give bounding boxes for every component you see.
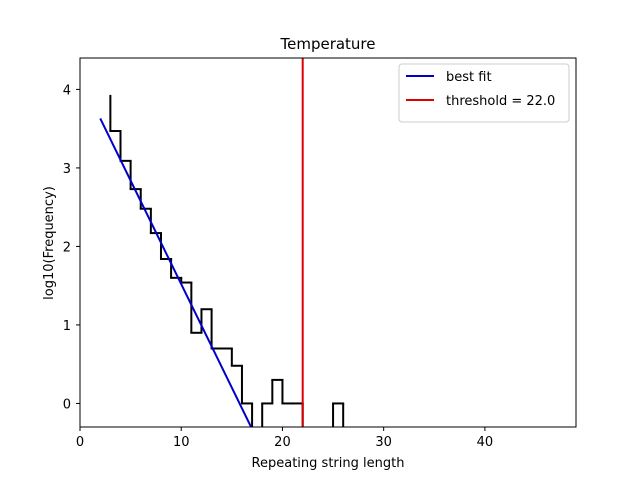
legend-label: best fit bbox=[446, 70, 492, 85]
chart-title: Temperature bbox=[279, 35, 375, 53]
x-tick-label: 0 bbox=[76, 435, 84, 450]
x-tick-label: 10 bbox=[173, 435, 190, 450]
y-tick-label: 2 bbox=[63, 240, 71, 255]
x-tick-label: 30 bbox=[375, 435, 392, 450]
y-tick-label: 4 bbox=[63, 83, 71, 98]
legend-box bbox=[398, 63, 570, 123]
legend-label: threshold = 22.0 bbox=[446, 94, 555, 109]
x-tick-label: 20 bbox=[274, 435, 291, 450]
y-axis-title: log10(Frequency) bbox=[42, 186, 57, 300]
y-tick-label: 0 bbox=[63, 397, 71, 412]
y-tick-label: 1 bbox=[63, 319, 71, 334]
plot-series bbox=[99, 58, 345, 427]
legend: best fit threshold = 22.0 bbox=[398, 63, 570, 123]
best-fit-line bbox=[99, 118, 252, 427]
y-tick-label: 3 bbox=[63, 162, 71, 177]
plot-area bbox=[99, 58, 345, 427]
axis-ticks: 0 10 20 30 40 0 1 2 3 4 bbox=[63, 83, 493, 450]
plot-frame bbox=[79, 57, 577, 428]
x-tick-label: 40 bbox=[477, 435, 494, 450]
x-axis-title: Repeating string length bbox=[252, 456, 405, 471]
